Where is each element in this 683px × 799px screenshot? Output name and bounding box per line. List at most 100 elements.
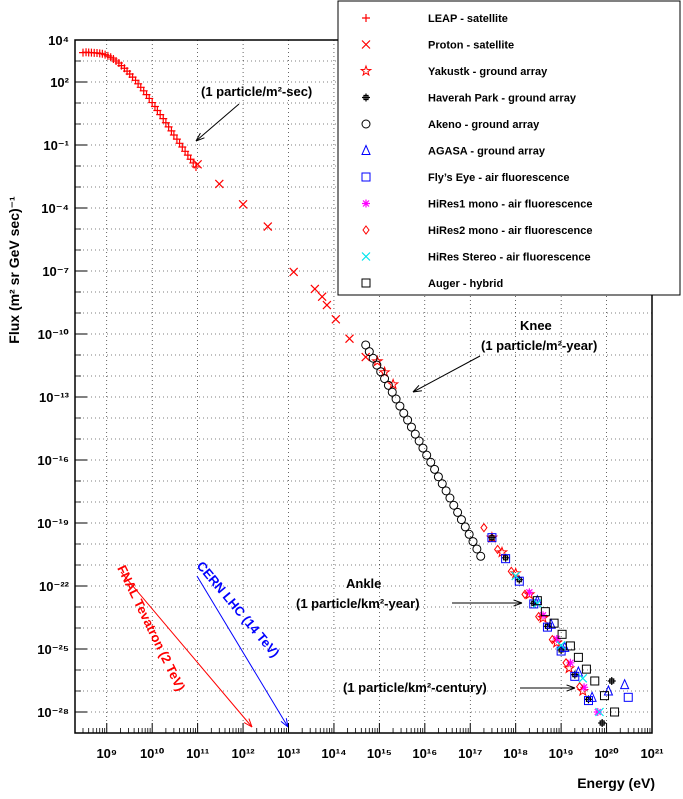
data-point xyxy=(289,267,299,277)
arrow-knee-head xyxy=(412,384,422,393)
data-point xyxy=(263,222,273,232)
x-tick-label: 10²⁰ xyxy=(594,746,619,761)
data-point xyxy=(391,394,401,404)
data-point xyxy=(437,479,447,489)
arrow-cern xyxy=(196,575,289,728)
x-tick-label: 10¹⁸ xyxy=(503,746,528,761)
legend-label: Proton - satellite xyxy=(428,40,514,52)
data-point xyxy=(476,551,486,561)
data-point xyxy=(607,676,616,685)
tick-marks xyxy=(75,39,653,734)
series-2 xyxy=(371,354,590,697)
annotation-one-per-m2-year: (1 particle/m²-year) xyxy=(481,338,597,353)
legend-item-8: HiRes2 mono - air fluorescence xyxy=(362,225,592,237)
y-tick-label: 10⁻⁴ xyxy=(41,201,69,216)
data-point xyxy=(590,676,600,686)
data-point xyxy=(532,596,542,606)
data-point xyxy=(441,486,451,496)
data-point xyxy=(566,658,575,667)
data-point xyxy=(414,436,424,446)
legend-marker xyxy=(361,252,371,261)
y-tick-label: 10⁻²² xyxy=(39,579,70,594)
x-tick-label: 10¹⁶ xyxy=(412,746,437,761)
legend-label: Akeno - ground array xyxy=(428,119,540,131)
data-point xyxy=(598,718,607,727)
y-tick-label: 10⁻¹⁹ xyxy=(37,516,69,531)
data-point xyxy=(159,114,168,123)
legend-item-4: Akeno - ground array xyxy=(361,119,540,131)
data-point xyxy=(156,110,165,119)
arrow-knee xyxy=(412,355,481,393)
data-point xyxy=(426,457,436,467)
data-point xyxy=(191,162,200,171)
data-point xyxy=(581,664,591,674)
data-point xyxy=(573,652,583,662)
x-tick-label: 10¹² xyxy=(232,746,256,761)
series-5 xyxy=(532,594,630,702)
data-point xyxy=(193,159,203,169)
annotation-fnal-tevatron: FNAL Tevatron (2 TeV) xyxy=(114,563,188,694)
data-point xyxy=(552,634,561,643)
data-point xyxy=(507,566,515,577)
data-point xyxy=(540,607,550,617)
data-point xyxy=(514,576,524,586)
data-point xyxy=(386,377,400,390)
data-point xyxy=(345,334,354,344)
data-point xyxy=(445,493,455,503)
x-tick-label: 10¹³ xyxy=(277,746,301,761)
data-point xyxy=(364,347,374,357)
data-point xyxy=(460,522,470,532)
data-point xyxy=(578,673,588,683)
annotation-one-per-km2-century: (1 particle/km²-century) xyxy=(343,680,487,695)
data-point xyxy=(383,380,393,390)
arrow-fnal-head xyxy=(243,718,253,728)
data-point xyxy=(406,422,416,432)
series-8 xyxy=(480,522,584,692)
annotation-ankle: Ankle xyxy=(346,576,381,591)
data-point xyxy=(380,374,390,384)
data-point xyxy=(548,634,556,645)
data-point xyxy=(580,683,589,692)
x-tick-label: 10¹⁹ xyxy=(549,746,574,761)
data-point xyxy=(317,292,327,302)
legend-item-3: Haverah Park - ground array xyxy=(362,93,577,105)
annotation-knee: Knee xyxy=(520,318,552,333)
data-point xyxy=(562,657,570,668)
arrow-cern-head xyxy=(280,718,289,728)
data-point xyxy=(525,588,534,597)
arrow-km2-century-head xyxy=(566,684,576,692)
data-point xyxy=(610,707,620,717)
data-point xyxy=(376,367,386,377)
data-point xyxy=(395,401,405,411)
arrow-fnal xyxy=(120,571,253,728)
y-tick-label: 10⁻⁷ xyxy=(42,264,69,279)
data-point xyxy=(535,611,543,622)
annotation-one-per-km2-year: (1 particle/km²-year) xyxy=(296,596,420,611)
data-point xyxy=(593,708,602,716)
data-point xyxy=(487,533,496,542)
legend-marker xyxy=(361,144,371,155)
series-0 xyxy=(79,48,200,171)
data-point xyxy=(145,94,154,103)
annotation-one-per-m2-sec: (1 particle/m²-sec) xyxy=(201,84,312,99)
data-point xyxy=(322,300,332,310)
legend-item-9: HiRes Stereo - air fluorescence xyxy=(361,252,591,264)
x-tick-label: 10¹⁷ xyxy=(458,746,482,761)
legend-label: Fly’s Eye - air fluorescence xyxy=(428,172,569,184)
series-4 xyxy=(361,340,486,561)
data-point xyxy=(556,646,566,656)
data-point xyxy=(433,472,443,482)
legend-marker xyxy=(361,278,371,288)
legend-label: Auger - hybrid xyxy=(428,278,503,290)
data-point xyxy=(532,598,542,608)
annotation-arrows xyxy=(120,103,576,728)
legend-item-1: Proton - satellite xyxy=(361,40,514,52)
legend-box xyxy=(337,0,681,296)
y-tick-label: 10⁻¹ xyxy=(43,138,69,153)
y-tick-label: 10⁻¹⁶ xyxy=(37,453,69,468)
arrow-one-per-m2-sec-head xyxy=(195,132,205,142)
legend-label: HiRes2 mono - air fluorescence xyxy=(428,225,592,237)
legend-marker xyxy=(361,40,371,49)
data-point xyxy=(331,314,341,324)
